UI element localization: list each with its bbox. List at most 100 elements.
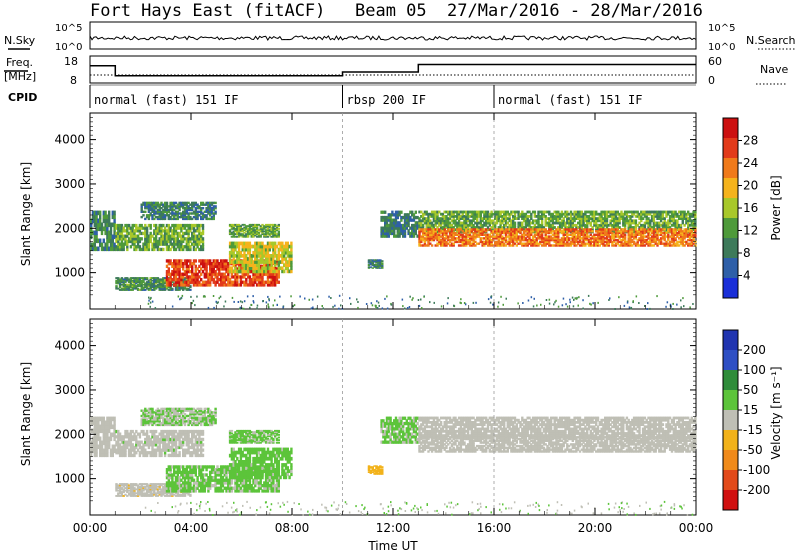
data-cell	[542, 226, 546, 229]
data-cell	[623, 235, 627, 238]
data-cell	[503, 242, 506, 245]
data-cell	[140, 215, 143, 219]
data-cell	[448, 212, 452, 216]
data-cell	[659, 238, 663, 242]
data-cell	[616, 223, 619, 227]
data-cell	[283, 263, 286, 267]
data-cell	[636, 230, 639, 233]
data-cell	[531, 238, 535, 242]
data-cell	[654, 223, 657, 227]
data-cell	[577, 235, 580, 238]
data-cell	[600, 210, 603, 214]
ground-scatter-point	[376, 300, 378, 303]
data-cell	[488, 212, 491, 216]
data-cell	[124, 237, 127, 241]
data-cell	[611, 242, 614, 245]
data-cell	[623, 221, 627, 225]
ground-scatter-point	[332, 305, 334, 308]
data-cell	[196, 237, 199, 241]
data-cell	[106, 218, 109, 224]
data-cell	[158, 217, 161, 221]
data-cell	[387, 223, 390, 228]
data-cell	[593, 235, 596, 238]
data-cell	[257, 254, 261, 258]
data-cell	[126, 234, 129, 238]
data-cell	[430, 230, 434, 233]
data-cell	[582, 219, 585, 223]
data-cell	[192, 242, 196, 246]
data-cell	[587, 240, 591, 244]
data-cell	[154, 237, 158, 241]
data-cell	[216, 262, 219, 266]
data-cell	[261, 257, 264, 261]
data-cell	[663, 223, 666, 227]
data-cell	[200, 245, 203, 249]
data-cell	[243, 266, 246, 271]
data-cell	[658, 233, 661, 236]
data-cell	[167, 208, 170, 212]
data-cell	[488, 223, 491, 227]
data-cell	[117, 226, 120, 230]
data-cell	[237, 266, 241, 271]
data-cell	[400, 210, 403, 214]
data-cell	[450, 233, 454, 236]
data-cell	[254, 244, 257, 249]
data-cell	[425, 231, 428, 235]
data-cell	[432, 217, 436, 220]
data-cell	[605, 242, 609, 245]
data-cell	[183, 226, 187, 230]
data-cell	[241, 275, 244, 279]
data-cell	[598, 228, 601, 231]
data-cell	[209, 210, 212, 213]
ground-scatter-point	[577, 304, 579, 307]
data-cell	[582, 244, 585, 247]
data-cell	[173, 203, 176, 206]
data-cell	[187, 208, 190, 212]
data-cell	[571, 240, 574, 244]
ground-scatter-point	[689, 306, 691, 309]
data-cell	[153, 207, 156, 210]
data-cell	[468, 237, 472, 240]
data-cell	[522, 219, 526, 223]
data-cell	[165, 245, 169, 249]
data-cell	[643, 244, 647, 247]
data-cell	[140, 247, 143, 252]
data-cell	[277, 254, 280, 258]
data-cell	[468, 223, 472, 227]
data-cell	[185, 247, 188, 252]
data-cell	[463, 231, 466, 235]
data-cell	[629, 237, 632, 240]
data-cell	[237, 244, 241, 249]
data-cell	[120, 289, 124, 291]
data-cell	[427, 230, 430, 233]
data-cell	[551, 228, 555, 232]
data-cell	[647, 219, 650, 223]
data-cell	[151, 217, 154, 221]
data-cell	[515, 230, 518, 233]
data-cell	[203, 267, 206, 271]
data-cell	[678, 240, 681, 244]
data-cell	[627, 231, 630, 235]
data-cell	[183, 215, 187, 219]
data-cell	[499, 228, 502, 231]
data-cell	[268, 280, 271, 284]
data-cell	[156, 283, 160, 286]
data-cell	[237, 230, 241, 233]
data-cell	[652, 221, 656, 225]
data-cell	[667, 238, 670, 242]
data-cell	[683, 228, 686, 231]
data-cell	[432, 235, 436, 238]
data-cell	[625, 230, 629, 233]
data-cell	[185, 223, 188, 228]
data-cell	[191, 207, 194, 210]
data-cell	[526, 244, 529, 247]
data-cell	[652, 237, 656, 240]
data-cell	[174, 226, 178, 230]
data-cell	[228, 269, 232, 274]
data-cell	[497, 237, 500, 240]
data-cell	[466, 217, 470, 220]
data-cell	[567, 221, 571, 225]
data-cell	[232, 223, 235, 226]
data-cell	[508, 217, 511, 220]
data-cell	[106, 242, 109, 248]
